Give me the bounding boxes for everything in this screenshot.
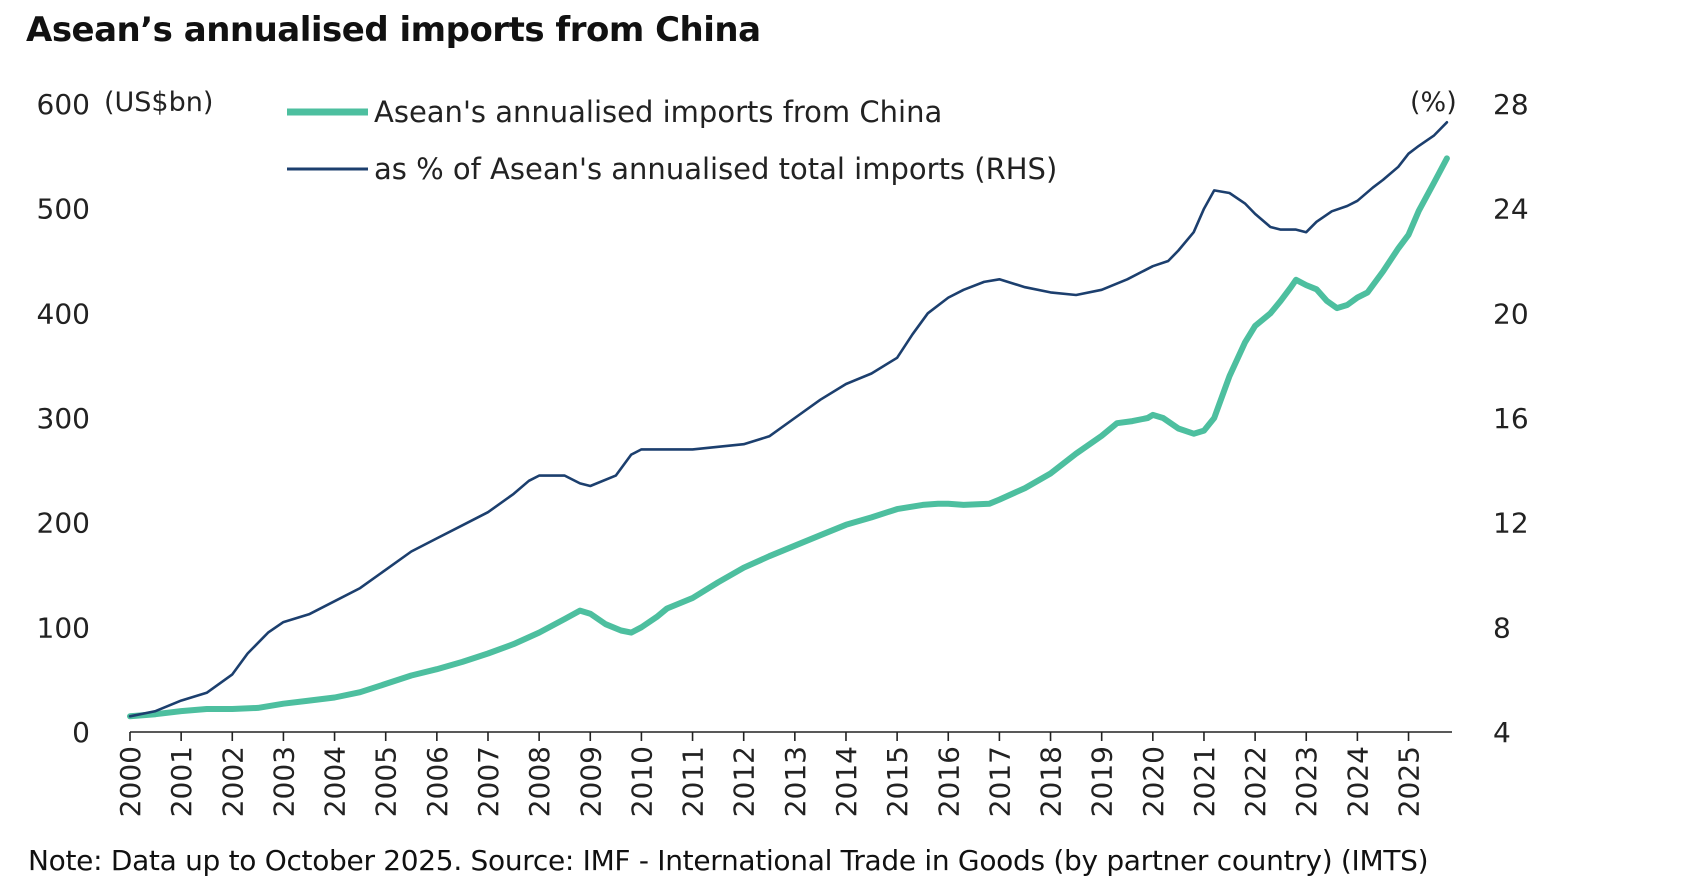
left-tick-label: 0 bbox=[72, 716, 90, 749]
right-tick-label: 24 bbox=[1493, 193, 1529, 226]
x-tick-label: 2007 bbox=[472, 746, 505, 817]
left-tick-label: 300 bbox=[37, 402, 90, 435]
x-tick-label: 2019 bbox=[1086, 746, 1119, 817]
x-tick-label: 2009 bbox=[574, 746, 607, 817]
x-tick-label: 2020 bbox=[1137, 746, 1170, 817]
x-tick-label: 2015 bbox=[881, 746, 914, 817]
left-tick-label: 200 bbox=[37, 507, 90, 540]
chart-title: Asean’s annualised imports from China bbox=[26, 10, 761, 50]
x-tick-label: 2005 bbox=[370, 746, 403, 817]
x-tick-label: 2023 bbox=[1290, 746, 1323, 817]
right-y-axis-ticks: 4 8 12 16 20 24 28 bbox=[1493, 88, 1529, 749]
left-tick-label: 500 bbox=[37, 193, 90, 226]
left-tick-label: 100 bbox=[37, 611, 90, 644]
x-tick-label: 2008 bbox=[523, 746, 556, 817]
right-tick-label: 28 bbox=[1493, 88, 1529, 121]
x-axis-ticks: 2000 2001 2002 2003 2004 2005 2006 2007 2008 2009… bbox=[114, 732, 1426, 817]
right-tick-label: 20 bbox=[1493, 297, 1529, 330]
x-tick-label: 2013 bbox=[779, 746, 812, 817]
x-tick-label: 2006 bbox=[421, 746, 454, 817]
series-line-share bbox=[128, 121, 1449, 718]
x-tick-label: 2014 bbox=[830, 746, 863, 817]
x-tick-label: 2010 bbox=[625, 746, 658, 817]
series-lines bbox=[127, 121, 1450, 720]
legend-label-imports: Asean's annualised imports from China bbox=[374, 95, 942, 129]
x-tick-label: 2002 bbox=[216, 746, 249, 817]
left-y-axis-ticks: 0 100 200 300 400 500 600 bbox=[37, 88, 90, 749]
right-tick-label: 16 bbox=[1493, 402, 1529, 435]
left-tick-label: 400 bbox=[37, 297, 90, 330]
x-tick-label: 2021 bbox=[1188, 746, 1221, 817]
left-tick-label: 600 bbox=[37, 88, 90, 121]
x-tick-label: 2012 bbox=[728, 746, 761, 817]
x-tick-label: 2004 bbox=[319, 746, 352, 817]
x-tick-label: 2003 bbox=[267, 746, 300, 817]
series-line-imports bbox=[127, 155, 1450, 720]
x-tick-label: 2025 bbox=[1393, 746, 1426, 817]
x-tick-label: 2018 bbox=[1035, 746, 1068, 817]
legend-label-share: as % of Asean's annualised total imports… bbox=[374, 152, 1057, 186]
x-tick-label: 2001 bbox=[165, 746, 198, 817]
left-axis-unit: (US$bn) bbox=[104, 87, 213, 118]
x-tick-label: 2024 bbox=[1341, 746, 1374, 817]
source-note: Note: Data up to October 2025. Source: I… bbox=[28, 844, 1429, 877]
right-tick-label: 8 bbox=[1493, 611, 1511, 644]
right-tick-label: 4 bbox=[1493, 716, 1511, 749]
x-tick-label: 2011 bbox=[677, 746, 710, 817]
x-tick-label: 2000 bbox=[114, 746, 147, 817]
legend: Asean's annualised imports from China as… bbox=[287, 95, 1057, 186]
right-tick-label: 12 bbox=[1493, 507, 1529, 540]
x-tick-label: 2022 bbox=[1239, 746, 1272, 817]
x-tick-label: 2016 bbox=[932, 746, 965, 817]
x-tick-label: 2017 bbox=[983, 746, 1016, 817]
right-axis-unit: (%) bbox=[1410, 87, 1457, 118]
